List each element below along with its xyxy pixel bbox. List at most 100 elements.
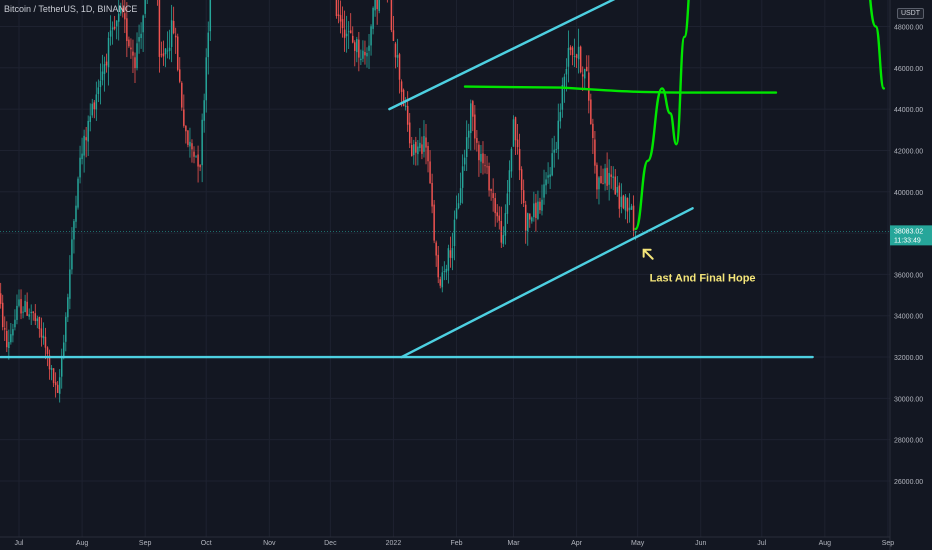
candle (494, 192, 496, 227)
candle (91, 98, 94, 118)
candle (602, 168, 604, 185)
candle (467, 123, 470, 149)
candle (461, 154, 464, 204)
candle (539, 197, 541, 214)
candle (58, 369, 61, 403)
candle-body (451, 248, 454, 259)
candle (113, 15, 116, 31)
candle (413, 139, 415, 165)
candle-body (486, 166, 488, 168)
candle (484, 153, 486, 174)
candle-body (421, 144, 423, 154)
candle-body (579, 46, 582, 73)
candle-body (343, 29, 346, 38)
candle (431, 173, 433, 214)
candle-body (433, 204, 435, 241)
candle (99, 63, 102, 105)
candle-body (75, 205, 77, 222)
candle-body (20, 299, 22, 314)
candle-body (590, 99, 592, 125)
currency-badge[interactable]: USDT (896, 8, 924, 19)
candle (89, 103, 91, 132)
candle (510, 146, 513, 178)
candle-body (36, 318, 39, 322)
candle-body (604, 168, 606, 184)
candle-body (535, 202, 537, 218)
candle-body (335, 0, 338, 17)
candle (50, 364, 53, 381)
candle (164, 47, 167, 68)
candle-body (73, 221, 75, 240)
candle (63, 334, 65, 360)
candle (421, 136, 423, 160)
y-tick-label: 42000.00 (894, 148, 923, 155)
x-tick-label: Dec (324, 540, 337, 547)
candle (427, 142, 429, 173)
x-tick-label: Nov (263, 540, 276, 547)
candle (453, 210, 456, 261)
candle-body (199, 165, 201, 168)
candle-body (209, 0, 212, 32)
x-tick-label: Apr (571, 540, 583, 547)
candle-body (441, 272, 444, 288)
candle (612, 166, 614, 191)
candle-body (158, 0, 161, 57)
candle (455, 195, 458, 220)
candle (362, 40, 364, 63)
candle-body (459, 188, 462, 203)
candle (437, 245, 439, 284)
candle (170, 4, 173, 63)
candle-body (575, 54, 578, 58)
candle (423, 120, 425, 158)
candle (24, 294, 26, 313)
candle (498, 206, 501, 230)
candle (429, 150, 431, 184)
candle-body (484, 165, 486, 167)
candle-body (203, 100, 205, 121)
candle (411, 136, 413, 157)
candle-body (455, 208, 458, 219)
candle (449, 236, 452, 268)
candle-body (496, 212, 498, 217)
candle-body (63, 342, 65, 357)
candle (20, 289, 22, 320)
candle (632, 195, 635, 237)
candles (0, 0, 637, 403)
candle-body (46, 347, 49, 354)
candle-body (470, 103, 472, 134)
candle-body (185, 125, 187, 132)
candle (77, 176, 79, 210)
candle-body (415, 141, 417, 153)
candle-body (437, 254, 439, 278)
candle (626, 197, 629, 224)
candle (174, 27, 177, 54)
candle-body (54, 382, 57, 386)
candle (512, 115, 515, 147)
candle-body (419, 142, 421, 148)
candle-body (417, 146, 419, 155)
candle (160, 41, 163, 58)
candle (172, 6, 175, 35)
candle-body (557, 120, 560, 150)
candle (140, 22, 142, 49)
candle (372, 6, 374, 35)
candle-body (77, 178, 79, 208)
candle (628, 193, 631, 223)
candle-body (48, 355, 51, 370)
candle-body (368, 45, 370, 51)
candle-body (531, 217, 533, 222)
candle (343, 10, 346, 52)
candle-body (553, 149, 555, 153)
candle-body (431, 182, 433, 207)
candle (138, 24, 140, 54)
candle-body (600, 176, 602, 184)
candle-body (390, 0, 393, 31)
candle (337, 0, 340, 24)
candle-body (111, 27, 114, 30)
candle (156, 0, 158, 6)
candle-body (577, 46, 580, 60)
candle (610, 165, 612, 189)
y-tick-label: 26000.00 (894, 479, 923, 486)
